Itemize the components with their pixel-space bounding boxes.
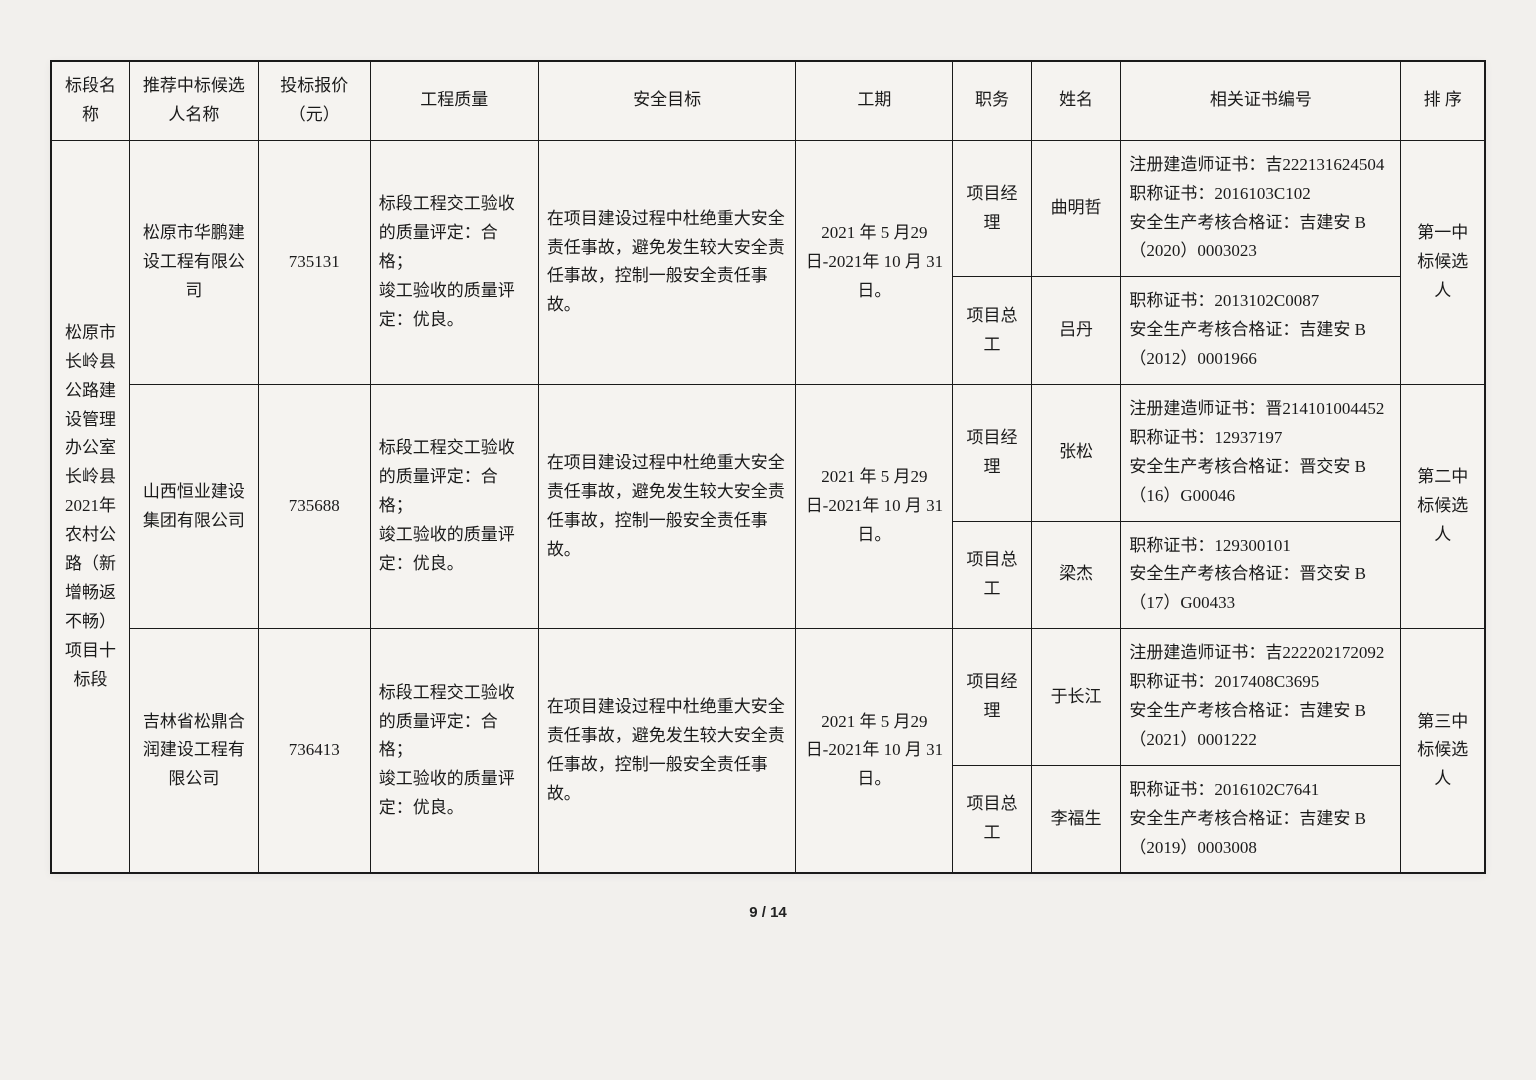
cell-quality: 标段工程交工验收的质量评定：合格； 竣工验收的质量评定：优良。	[370, 140, 538, 384]
cell-quality: 标段工程交工验收的质量评定：合格； 竣工验收的质量评定：优良。	[370, 385, 538, 629]
cell-safety: 在项目建设过程中杜绝重大安全责任事故，避免发生较大安全责任事故，控制一般安全责任…	[538, 140, 796, 384]
bid-table: 标段名称 推荐中标候选人名称 投标报价（元） 工程质量 安全目标 工期 职务 姓…	[50, 60, 1486, 874]
cell-period: 2021 年 5 月29 日-2021年 10 月 31日。	[796, 140, 953, 384]
cell-safety: 在项目建设过程中杜绝重大安全责任事故，避免发生较大安全责任事故，控制一般安全责任…	[538, 385, 796, 629]
cell-cert: 职称证书：2013102C0087 安全生产考核合格证：吉建安 B（2012）0…	[1121, 277, 1401, 385]
cell-period: 2021 年 5 月29 日-2021年 10 月 31日。	[796, 629, 953, 874]
cell-section-name: 松原市长岭县公路建设管理办公室长岭县2021年农村公路（新增畅返不畅）项目十标段	[51, 140, 129, 873]
cell-cert: 注册建造师证书：吉222131624504 职称证书：2016103C102 安…	[1121, 140, 1401, 277]
cell-rank: 第二中标候选人	[1401, 385, 1485, 629]
th-rank: 排 序	[1401, 61, 1485, 140]
cell-role: 项目总工	[953, 521, 1031, 629]
cell-cert: 职称证书：129300101 安全生产考核合格证：晋交安 B（17）G00433	[1121, 521, 1401, 629]
cell-name: 梁杰	[1031, 521, 1121, 629]
cell-price: 735688	[258, 385, 370, 629]
cell-role: 项目总工	[953, 277, 1031, 385]
cell-role: 项目经理	[953, 385, 1031, 522]
th-price: 投标报价（元）	[258, 61, 370, 140]
cell-rank: 第一中标候选人	[1401, 140, 1485, 384]
cell-cert: 注册建造师证书：吉222202172092 职称证书：2017408C3695 …	[1121, 629, 1401, 766]
th-safety: 安全目标	[538, 61, 796, 140]
cell-name: 张松	[1031, 385, 1121, 522]
cell-safety: 在项目建设过程中杜绝重大安全责任事故，避免发生较大安全责任事故，控制一般安全责任…	[538, 629, 796, 874]
th-name: 姓名	[1031, 61, 1121, 140]
cell-name: 于长江	[1031, 629, 1121, 766]
cell-period: 2021 年 5 月29 日-2021年 10 月 31日。	[796, 385, 953, 629]
cell-rank: 第三中标候选人	[1401, 629, 1485, 874]
th-cert: 相关证书编号	[1121, 61, 1401, 140]
cell-name: 李福生	[1031, 765, 1121, 873]
cell-quality: 标段工程交工验收的质量评定：合格； 竣工验收的质量评定：优良。	[370, 629, 538, 874]
cell-bidder: 吉林省松鼎合润建设工程有限公司	[129, 629, 258, 874]
th-bidder: 推荐中标候选人名称	[129, 61, 258, 140]
cell-name: 吕丹	[1031, 277, 1121, 385]
cell-price: 735131	[258, 140, 370, 384]
cell-bidder: 山西恒业建设集团有限公司	[129, 385, 258, 629]
cell-cert: 注册建造师证书：晋214101004452 职称证书：12937197 安全生产…	[1121, 385, 1401, 522]
cell-name: 曲明哲	[1031, 140, 1121, 277]
document-sheet: 标段名称 推荐中标候选人名称 投标报价（元） 工程质量 安全目标 工期 职务 姓…	[50, 60, 1486, 874]
cell-cert: 职称证书：2016102C7641 安全生产考核合格证：吉建安 B（2019）0…	[1121, 765, 1401, 873]
table-row: 松原市长岭县公路建设管理办公室长岭县2021年农村公路（新增畅返不畅）项目十标段…	[51, 140, 1485, 277]
th-quality: 工程质量	[370, 61, 538, 140]
cell-role: 项目经理	[953, 629, 1031, 766]
table-header-row: 标段名称 推荐中标候选人名称 投标报价（元） 工程质量 安全目标 工期 职务 姓…	[51, 61, 1485, 140]
cell-bidder: 松原市华鹏建设工程有限公司	[129, 140, 258, 384]
th-role: 职务	[953, 61, 1031, 140]
table-row: 吉林省松鼎合润建设工程有限公司 736413 标段工程交工验收的质量评定：合格；…	[51, 629, 1485, 766]
cell-price: 736413	[258, 629, 370, 874]
th-period: 工期	[796, 61, 953, 140]
th-section: 标段名称	[51, 61, 129, 140]
cell-role: 项目总工	[953, 765, 1031, 873]
cell-role: 项目经理	[953, 140, 1031, 277]
table-row: 山西恒业建设集团有限公司 735688 标段工程交工验收的质量评定：合格； 竣工…	[51, 385, 1485, 522]
page-number: 9 / 14	[50, 904, 1486, 921]
